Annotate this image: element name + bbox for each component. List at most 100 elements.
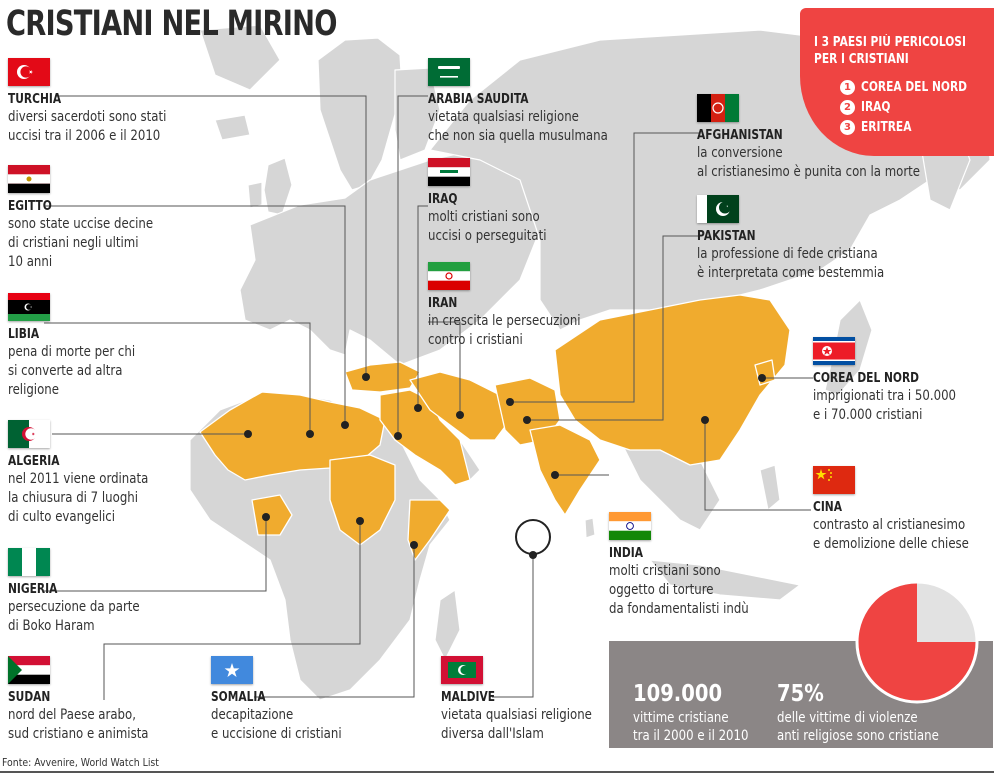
country-name: MALDIVE (441, 690, 496, 705)
leader-afghanistan (510, 132, 699, 403)
annotation-egitto: EGITTO sono state uccise decine di crist… (8, 165, 181, 272)
annotation-india: INDIA molti cristiani sono oggetto di to… (609, 512, 775, 619)
country-name: IRAQ (428, 192, 458, 207)
sudan-flag (8, 656, 50, 684)
scandinavia-land (317, 37, 403, 191)
iran-flag (428, 262, 470, 290)
leader-libia (44, 322, 311, 434)
region-india (529, 424, 601, 516)
marker-egitto (341, 421, 349, 429)
marker-iran (456, 411, 464, 419)
country-desc: in crescita le persecuzioni contro i cri… (428, 313, 581, 348)
annotation-turchia: TURCHIA diversi sacerdoti sono stati ucc… (8, 58, 197, 146)
north-korea-flag (813, 337, 855, 365)
turkey-flag (8, 58, 50, 86)
ireland-land (247, 181, 263, 209)
country-name: PAKISTAN (697, 229, 756, 244)
region-china (554, 294, 791, 466)
country-name: SOMALIA (211, 690, 266, 705)
victims-value: 109.000 (633, 681, 723, 707)
afghanistan-flag (697, 94, 739, 122)
maldives-locator-circle (515, 519, 551, 555)
bottom-rule (0, 771, 994, 773)
leader-somalia (254, 545, 415, 698)
country-name: ALGERIA (8, 454, 60, 469)
marker-india (551, 471, 559, 479)
annotation-maldive: MALDIVE vietata qualsiasi religione dive… (441, 656, 621, 744)
country-name: NIGERIA (8, 582, 58, 597)
marker-algeria (244, 430, 252, 438)
annotation-sudan: SUDAN nord del Paese arabo, sud cristian… (8, 656, 175, 744)
nigeria-flag (8, 548, 50, 576)
country-desc: contrasto al cristianesimo e demolizione… (813, 517, 969, 552)
country-name: COREA DEL NORD (813, 371, 920, 386)
country-desc: molti cristiani sono uccisi o perseguita… (428, 209, 547, 244)
country-name: LIBIA (8, 327, 40, 342)
saudi-arabia-flag (428, 58, 470, 86)
victims-desc: vittime cristiane tra il 2000 e il 2010 (633, 710, 749, 744)
philippines-land (759, 464, 781, 511)
top3-title: I 3 PAESI PIÙ PERICOLOSI PER I CRISTIANI (814, 35, 966, 67)
indonesia-land (649, 559, 801, 601)
rank-label: ERITREA (861, 120, 912, 135)
pakistan-flag (697, 195, 739, 223)
region-sudan (329, 454, 396, 546)
country-desc: decapitazione e uccisione di cristiani (211, 707, 342, 742)
leader-nigeria (44, 517, 267, 592)
country-name: SUDAN (8, 690, 51, 705)
country-desc: vietata qualsiasi religione che non sia … (428, 109, 608, 144)
annotation-libia: LIBIA pena di morte per chi si converte … (8, 293, 159, 400)
marker-afghanistan (506, 398, 514, 406)
iraq-flag (428, 158, 470, 186)
somalia-flag (211, 656, 253, 684)
country-desc: diversi sacerdoti sono stati uccisi tra … (8, 109, 167, 144)
pie-slice-christian (858, 583, 976, 701)
annotation-arabia: ARABIA SAUDITA vietata qualsiasi religio… (428, 58, 642, 146)
rank-label: IRAQ (861, 100, 891, 115)
top3-item: 3 ERITREA (840, 120, 923, 135)
annotation-cina: CINA contrasto al cristianesimo e demoli… (813, 466, 994, 554)
top3-item: 2 IRAQ (840, 100, 897, 115)
rank-badge: 3 (840, 120, 855, 135)
leader-maldive (492, 555, 534, 698)
country-name: TURCHIA (8, 92, 62, 107)
greenland-land (199, 24, 281, 91)
percent-value: 75% (777, 681, 824, 707)
marker-pakistan (523, 416, 531, 424)
country-name: EGITTO (8, 199, 52, 214)
annotation-pakistan: PAKISTAN la professione di fede cristian… (697, 195, 920, 283)
country-desc: la conversione al cristianesimo è punita… (697, 145, 921, 180)
annotation-corea: COREA DEL NORD imprigionati tra i 50.000… (813, 337, 983, 425)
annotation-nigeria: NIGERIA persecuzione da parte di Boko Ha… (8, 548, 165, 636)
leader-turchia (55, 95, 367, 377)
country-desc: la professione di fede cristiana è inter… (697, 246, 885, 281)
rank-badge: 2 (840, 100, 855, 115)
annotation-afghanistan: AFGHANISTAN la conversione al cristianes… (697, 94, 963, 182)
rank-badge: 1 (840, 80, 855, 95)
rank-label: COREA DEL NORD (861, 80, 968, 95)
marker-nigeria (262, 513, 270, 521)
annotation-iran: IRAN in crescita le persecuzioni contro … (428, 262, 610, 350)
marker-iraq (414, 404, 422, 412)
iceland-land (214, 114, 251, 141)
annotation-iraq: IRAQ molti cristiani sono uccisi o perse… (428, 158, 569, 246)
region-nigeria (251, 494, 293, 536)
region-somalia (407, 499, 451, 561)
country-desc: molti cristiani sono oggetto di torture … (609, 563, 749, 617)
country-name: ARABIA SAUDITA (428, 92, 529, 107)
annotation-somalia: SOMALIA decapitazione e uccisione di cri… (211, 656, 367, 744)
country-desc: imprigionati tra i 50.000 e i 70.000 cri… (813, 388, 957, 423)
marker-sudan (356, 517, 364, 525)
leader-iraq (417, 205, 428, 408)
region-north-africa (199, 391, 386, 481)
marker-turchia (362, 373, 370, 381)
leader-pakistan (527, 235, 699, 421)
page-title: CRISTIANI NEL MIRINO (6, 4, 337, 44)
country-desc: sono state uccise decine di cristiani ne… (8, 216, 154, 270)
source-credit: Fonte: Avvenire, World Watch List (2, 756, 159, 769)
marker-arabia (394, 432, 402, 440)
country-desc: pena di morte per chi si converte ad alt… (8, 344, 136, 398)
region-turkey (344, 361, 421, 393)
china-flag (813, 466, 855, 494)
